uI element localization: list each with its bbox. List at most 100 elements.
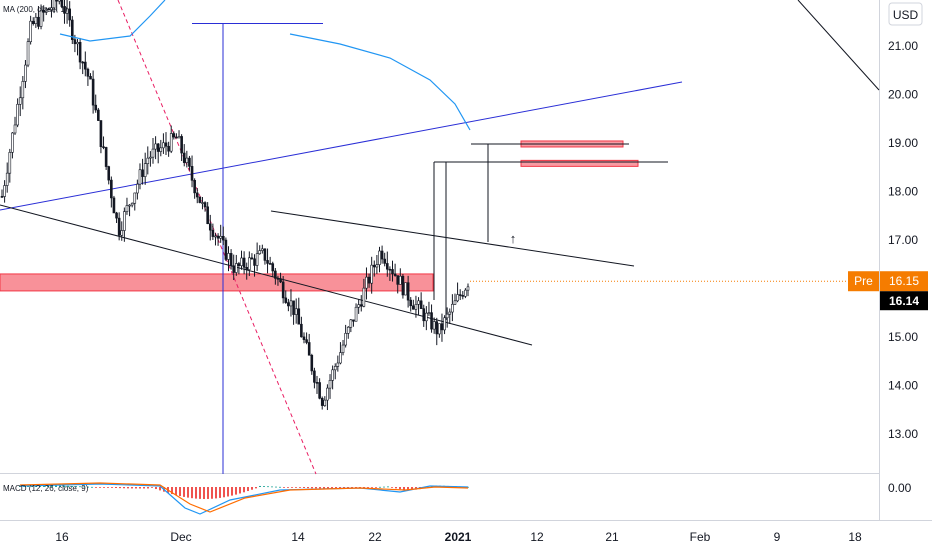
candle-body	[112, 197, 116, 214]
macd-histogram-bar	[71, 485, 73, 487]
macd-histogram-bar	[179, 487, 181, 497]
candle-body	[162, 142, 165, 149]
candle-body	[37, 16, 40, 27]
macd-histogram-bar	[371, 487, 373, 488]
macd-histogram-bar	[59, 485, 61, 487]
candle-body	[221, 236, 225, 241]
macd-histogram-bar	[199, 487, 201, 499]
macd-histogram-bar	[251, 487, 253, 490]
target-box-lower	[520, 159, 639, 167]
macd-histogram-bar	[135, 487, 137, 489]
candle-body	[84, 61, 87, 70]
candle-body	[203, 202, 207, 208]
candle-body	[430, 312, 433, 330]
candle-body	[354, 306, 358, 322]
candle-body	[370, 264, 373, 284]
ma-indicator-label[interactable]: MA (200, close, 1)	[3, 5, 68, 14]
candle-body	[107, 166, 111, 181]
candle-body	[253, 258, 256, 266]
macd-histogram-bar	[51, 485, 53, 487]
x-axis-tick-label: 18	[848, 530, 862, 544]
candle-body	[219, 236, 222, 239]
macd-histogram-bar	[19, 486, 21, 487]
candle-body	[130, 202, 134, 206]
candle-body	[456, 294, 459, 302]
macd-histogram-bar	[323, 487, 325, 489]
candle-body	[245, 267, 249, 270]
macd-histogram-bar	[171, 487, 173, 495]
x-axis-tick-label: Feb	[690, 530, 711, 544]
macd-histogram-bar	[255, 487, 257, 489]
candle-body	[156, 143, 160, 152]
macd-histogram-bar	[467, 486, 469, 488]
macd-histogram-bar	[63, 485, 65, 487]
candle-body	[242, 257, 246, 268]
macd-histogram-bar	[391, 487, 393, 488]
ma-line	[289, 33, 471, 131]
macd-histogram-bar	[35, 485, 37, 487]
candle-body	[188, 157, 191, 167]
y-axis-tick-label: 21.00	[888, 39, 918, 53]
macd-histogram-bar	[111, 487, 113, 488]
candle-body	[412, 305, 415, 310]
macd-histogram-bar	[119, 487, 121, 489]
candle-body	[190, 166, 194, 181]
macd-histogram-bar	[355, 487, 357, 488]
candle-body	[414, 304, 418, 310]
x-axis-tick-label: Dec	[170, 530, 191, 544]
candle-body	[367, 276, 371, 284]
candle-body	[427, 312, 431, 314]
macd-histogram-bar	[235, 487, 237, 495]
last-price-badge	[880, 291, 928, 311]
macd-histogram-bar	[147, 487, 149, 489]
candle-body	[451, 303, 454, 313]
macd-histogram-bar	[267, 486, 269, 488]
candle-body	[169, 133, 173, 152]
candle-body	[401, 275, 405, 296]
macd-indicator-label[interactable]: MACD (12, 26, close, 9)	[3, 484, 89, 493]
candle-body	[297, 308, 301, 325]
candle-body	[362, 287, 366, 307]
candle-body	[151, 148, 155, 158]
macd-histogram-bar	[319, 487, 321, 489]
macd-histogram-bar	[247, 487, 249, 492]
candle-body	[417, 300, 420, 305]
candle-body	[315, 382, 319, 384]
pre-label: Pre	[854, 274, 873, 288]
candle-body	[110, 179, 113, 199]
candle-body	[143, 163, 147, 177]
macd-histogram-bar	[159, 487, 161, 491]
macd-histogram-bar	[87, 486, 89, 488]
candle-body	[136, 183, 139, 194]
currency-button-frame[interactable]	[888, 2, 923, 26]
candle-body	[404, 282, 407, 296]
candle-body	[237, 263, 241, 266]
candle-body	[29, 20, 32, 43]
candle-body	[208, 223, 212, 231]
candle-body	[359, 304, 363, 307]
y-axis-tick-label: 15.00	[888, 330, 918, 344]
candle-body	[422, 308, 426, 322]
macd-histogram-bar	[175, 487, 177, 496]
macd-histogram-bar	[307, 487, 309, 489]
candle-body	[102, 146, 105, 148]
candle-body	[164, 142, 168, 147]
candle-body	[70, 19, 74, 40]
currency-button[interactable]: USD	[893, 8, 919, 22]
macd-histogram-bar	[103, 487, 105, 488]
candle-body	[18, 97, 22, 105]
candle-body	[388, 268, 392, 271]
candle-body	[99, 120, 103, 147]
resistance-zone	[0, 273, 434, 292]
top-right-trendline	[797, 0, 880, 91]
candle-body	[396, 275, 400, 285]
candle-body	[214, 235, 217, 238]
macd-signal-line	[19, 482, 469, 513]
macd-histogram-bar	[187, 487, 189, 498]
candle-body	[409, 299, 413, 307]
macd-histogram-bar	[275, 486, 277, 488]
candle-body	[229, 253, 233, 267]
candle-body	[185, 157, 189, 163]
macd-histogram-bar	[127, 487, 129, 489]
